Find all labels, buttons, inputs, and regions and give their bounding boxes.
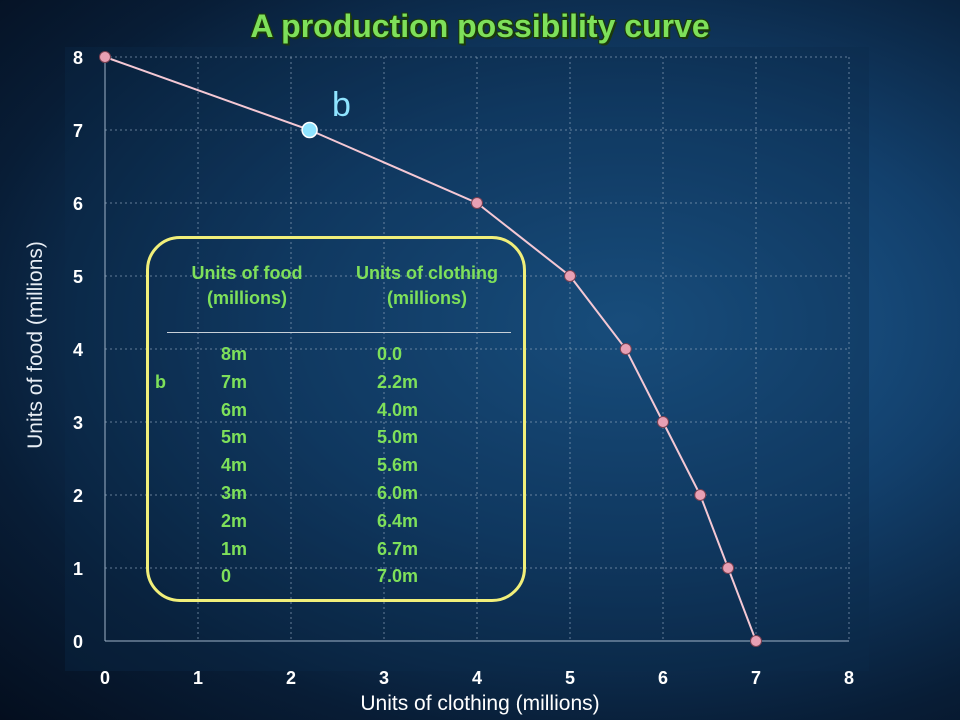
chart-title: A production possibility curve — [250, 8, 710, 44]
food-value: 8m — [221, 344, 248, 364]
y-tick-label: 0 — [73, 632, 83, 652]
y-tick-label: 7 — [73, 121, 83, 141]
point-b-marker — [301, 121, 318, 139]
food-value: 2m — [221, 510, 248, 531]
data-point — [750, 635, 762, 647]
x-tick-label: 6 — [658, 668, 668, 688]
food-header-line1: Units of food — [191, 263, 303, 283]
row-label: b — [155, 371, 166, 392]
y-tick-label: 3 — [73, 413, 83, 433]
table-row: 5m 5.0m — [149, 427, 529, 455]
clothing-value: 7.0m — [377, 566, 419, 587]
point-b-label: b — [332, 86, 351, 124]
y-tick-label: 8 — [73, 48, 83, 68]
food-header-line2: (millions) — [207, 288, 287, 308]
data-point — [471, 197, 483, 209]
food-value: 1m — [221, 538, 248, 559]
clothing-value: 6.4m — [377, 510, 419, 531]
food-value: 5m — [221, 427, 248, 448]
table-row: 4m 5.6m — [149, 455, 529, 483]
table-row: 1m 6.7m — [149, 539, 529, 567]
food-column-header: Units of food (millions) — [149, 261, 345, 311]
y-tick-label: 5 — [73, 267, 83, 287]
clothing-value: 6.0m — [377, 483, 419, 503]
clothing-column-header: Units of clothing (millions) — [327, 261, 527, 311]
table-row: 0 7.0m — [149, 566, 529, 594]
food-value: 0 — [221, 566, 232, 587]
x-tick-label: 0 — [100, 668, 110, 688]
clothing-value: 0.0 — [377, 344, 403, 364]
food-value: 4m — [221, 455, 248, 476]
x-tick-label: 8 — [844, 668, 854, 688]
y-tick-label: 1 — [73, 559, 83, 579]
x-tick-label: 3 — [379, 668, 389, 688]
x-tick-label: 7 — [751, 668, 761, 688]
x-axis-label: Units of clothing (millions) — [360, 692, 600, 715]
data-point — [99, 51, 111, 63]
data-point — [657, 416, 669, 428]
data-point — [694, 489, 707, 501]
production-table: Units of food (millions) Units of clothi… — [146, 236, 526, 602]
table-row: 3m 6.0m — [149, 483, 529, 511]
y-tick-label: 6 — [73, 194, 83, 214]
data-point — [564, 270, 576, 282]
x-tick-label: 5 — [565, 668, 575, 688]
plot-background — [65, 47, 869, 671]
clothing-value: 5.0m — [377, 427, 419, 448]
clothing-value: 4.0m — [377, 399, 419, 420]
food-value: 3m — [221, 483, 248, 503]
table-row: 2m 6.4m — [149, 511, 529, 539]
table-row: 6m 4.0m — [149, 400, 529, 428]
table-divider — [167, 332, 511, 333]
clothing-header-line2: (millions) — [387, 288, 467, 308]
food-value: 7m — [221, 371, 248, 392]
y-tick-label: 2 — [73, 486, 83, 506]
clothing-value: 5.6m — [377, 455, 419, 476]
data-point — [619, 343, 632, 355]
data-point — [722, 562, 735, 574]
table-row: 8m 0.0 — [149, 344, 529, 372]
food-value: 6m — [221, 399, 248, 420]
y-tick-label: 4 — [73, 340, 83, 360]
y-axis-label: Units of food (millions) — [24, 241, 47, 449]
x-tick-label: 4 — [472, 668, 482, 688]
clothing-value: 2.2m — [377, 371, 419, 392]
x-tick-label: 2 — [286, 668, 296, 688]
table-row: b 7m 2.2m — [149, 372, 529, 400]
clothing-value: 6.7m — [377, 538, 419, 559]
clothing-header-line1: Units of clothing — [356, 263, 498, 283]
x-tick-label: 1 — [193, 668, 203, 688]
